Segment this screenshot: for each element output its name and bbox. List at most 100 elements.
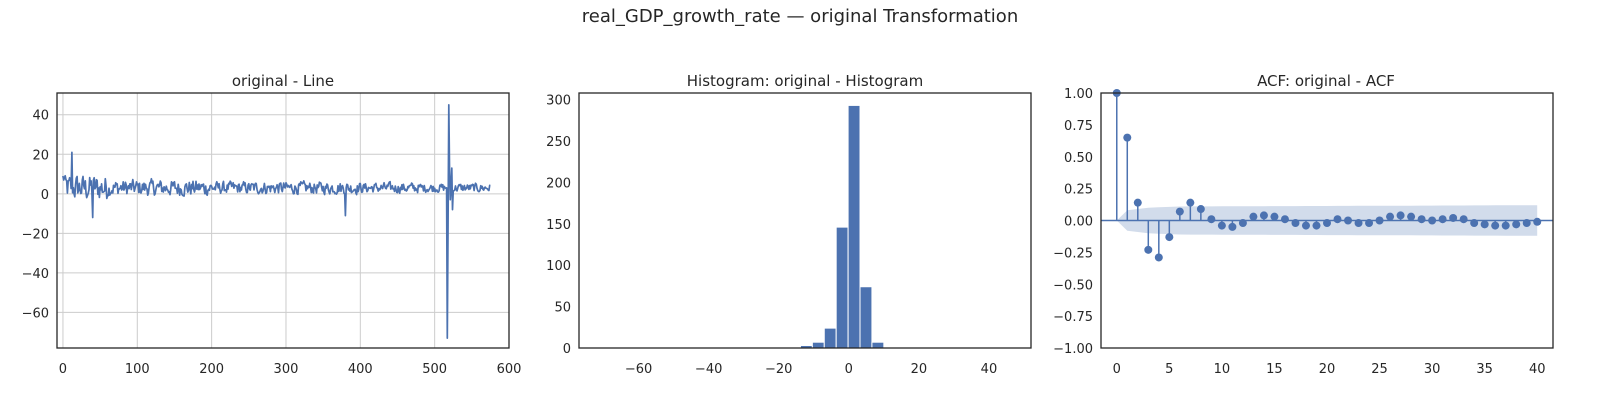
y-tick-label: −0.25 xyxy=(1053,246,1093,261)
y-tick-label: −20 xyxy=(22,227,49,242)
x-tick-label: 600 xyxy=(497,362,522,377)
x-tick-label: 30 xyxy=(1424,362,1441,377)
x-tick-label: 20 xyxy=(1319,362,1336,377)
x-tick-label: −40 xyxy=(695,362,722,377)
y-tick-label: −1.00 xyxy=(1053,342,1093,357)
histogram-bar xyxy=(847,104,861,349)
x-tick-label: 300 xyxy=(274,362,299,377)
x-tick-label: 20 xyxy=(911,362,928,377)
acf-point xyxy=(1165,233,1174,242)
y-tick-label: 0.75 xyxy=(1064,119,1093,134)
acf-point xyxy=(1249,212,1258,221)
acf-point xyxy=(1480,220,1489,229)
acf-point xyxy=(1259,211,1268,220)
y-tick-label: −0.50 xyxy=(1053,278,1093,293)
y-tick-label: 0.50 xyxy=(1064,151,1093,166)
x-tick-label: 0 xyxy=(59,362,67,377)
axes-border xyxy=(578,92,1032,349)
x-tick-label: 100 xyxy=(125,362,150,377)
acf-point xyxy=(1522,219,1531,228)
histogram-panel: Histogram: original - Histogram 0 50 100 15… xyxy=(546,72,1032,377)
tick-labels: −1.00 −0.75 −0.50 −0.25 0.00 0.25 0.50 0.75 1.00… xyxy=(1053,87,1545,377)
y-gridlines xyxy=(57,114,509,313)
histogram-title: Histogram: original - Histogram xyxy=(687,72,923,90)
acf-title: ACF: original - ACF xyxy=(1257,72,1395,90)
acf-point xyxy=(1123,133,1132,142)
y-tick-label: 200 xyxy=(546,176,571,191)
x-tick-label: 40 xyxy=(1529,362,1546,377)
acf-point xyxy=(1407,212,1416,221)
histogram-bar xyxy=(859,286,873,349)
y-tick-label: 150 xyxy=(546,218,571,233)
x-tick-label: 500 xyxy=(422,362,447,377)
acf-point xyxy=(1323,219,1331,228)
x-tick-label: −60 xyxy=(625,362,652,377)
x-tick-label: 10 xyxy=(1214,362,1231,377)
acf-point xyxy=(1417,215,1426,224)
x-tick-label: 40 xyxy=(981,362,998,377)
y-tick-label: −0.75 xyxy=(1053,310,1093,325)
histogram-bar xyxy=(871,341,885,349)
axes-frame xyxy=(1100,92,1554,349)
acf-point xyxy=(1449,213,1458,222)
axes-frame xyxy=(578,92,1032,349)
plot-area xyxy=(1101,89,1553,262)
line-chart-title: original - Line xyxy=(232,72,334,90)
acf-point xyxy=(1396,211,1405,220)
plot-area xyxy=(799,104,885,349)
y-tick-label: 20 xyxy=(32,148,49,163)
acf-point xyxy=(1375,216,1384,225)
acf-point xyxy=(1512,220,1521,229)
y-tick-label: 0.00 xyxy=(1064,215,1093,230)
histogram-bar xyxy=(835,226,849,349)
x-tick-label: −20 xyxy=(765,362,792,377)
tick-labels: 0 50 100 150 200 250 300 −60 −40 −20 0 20 40 xyxy=(546,94,997,377)
x-gridlines xyxy=(62,93,510,348)
acf-point xyxy=(1312,221,1321,230)
acf-point xyxy=(1533,217,1542,226)
x-tick-label: 200 xyxy=(199,362,224,377)
x-tick-label: 400 xyxy=(348,362,373,377)
plot-area xyxy=(62,104,491,339)
acf-point xyxy=(1428,216,1437,225)
acf-point xyxy=(1344,216,1353,225)
axes-frame xyxy=(56,92,510,349)
acf-point xyxy=(1175,207,1184,216)
acf-point xyxy=(1291,219,1300,228)
y-tick-label: −40 xyxy=(22,267,49,282)
x-tick-label: 15 xyxy=(1266,362,1283,377)
acf-point xyxy=(1354,219,1363,228)
acf-point xyxy=(1365,219,1374,228)
acf-point xyxy=(1438,215,1447,224)
y-tick-label: 0 xyxy=(563,342,571,357)
axes-border xyxy=(56,92,510,349)
y-tick-label: 50 xyxy=(554,301,571,316)
acf-point xyxy=(1228,222,1237,231)
x-tick-label: 0 xyxy=(845,362,853,377)
histogram-bar xyxy=(811,341,825,349)
acf-point xyxy=(1238,219,1247,228)
x-tick-label: 35 xyxy=(1476,362,1493,377)
x-tick-label: 5 xyxy=(1165,362,1173,377)
acf-panel: ACF: original - ACF −1.00 −0.75 −0.50 −0.25… xyxy=(1053,72,1554,377)
acf-point xyxy=(1501,221,1510,230)
acf-point xyxy=(1470,219,1479,228)
y-tick-label: 40 xyxy=(32,109,49,124)
figure-suptitle: real_GDP_growth_rate — original Transfor… xyxy=(582,6,1018,27)
y-tick-label: −60 xyxy=(22,306,49,321)
acf-point xyxy=(1333,215,1342,224)
series-line xyxy=(62,104,491,339)
acf-point xyxy=(1186,198,1195,207)
acf-point xyxy=(1196,205,1205,214)
y-tick-label: 300 xyxy=(546,94,571,109)
acf-point xyxy=(1491,221,1500,230)
y-tick-label: 250 xyxy=(546,135,571,150)
y-tick-label: 0.25 xyxy=(1064,183,1093,198)
axes-border xyxy=(1100,92,1554,349)
y-tick-label: 1.00 xyxy=(1064,87,1093,102)
y-tick-label: 0 xyxy=(41,188,49,203)
acf-point xyxy=(1217,221,1226,230)
